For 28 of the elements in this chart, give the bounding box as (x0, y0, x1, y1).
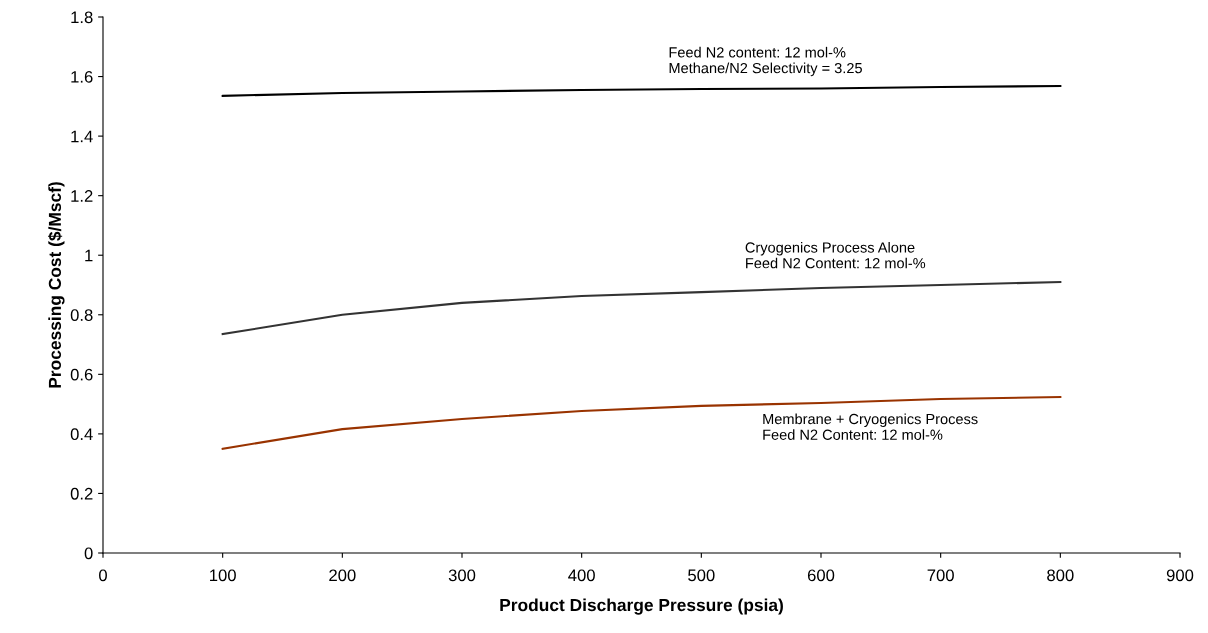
y-tick-label: 0 (84, 547, 93, 560)
y-tick-label: 1.2 (71, 190, 93, 202)
y-tick-label: 1.8 (71, 11, 93, 24)
x-tick-label: 100 (210, 569, 236, 582)
y-tick-label: 0.4 (70, 428, 93, 441)
x-tick-label: 300 (448, 569, 476, 582)
annotation: Feed N2 content: 12 mol-% Methane/N2 Selectivity = 3.25 (669, 46, 862, 77)
x-tick-label: 200 (329, 569, 356, 582)
x-axis-title: Product Discharge Pressure (psia) (500, 598, 783, 615)
x-tick-label: 400 (568, 569, 595, 582)
x-tick-label: 500 (688, 569, 715, 582)
line-series (221, 280, 1062, 336)
y-tick-label: 1.6 (71, 70, 93, 83)
y-axis-title: Processing Cost ($/Mscf) (47, 182, 65, 388)
line-series (221, 395, 1062, 450)
y-tick-label: 0.8 (70, 309, 93, 321)
x-tick-label: 900 (1166, 569, 1194, 582)
x-tick-label: 800 (1047, 569, 1074, 582)
y-tick-label: 0.2 (70, 487, 93, 500)
annotation: Cryogenics Process Alone Feed N2 Content: 12 mol-% (745, 241, 926, 269)
line-series (221, 85, 1062, 97)
y-tick-label: 1 (85, 249, 93, 262)
x-tick-label: 0 (99, 569, 107, 582)
y-tick-label: 1.4 (71, 130, 93, 143)
x-tick-label: 700 (927, 569, 954, 582)
annotation: Membrane + Cryogenics Process Feed N2 Content: 12 mol-% (763, 413, 978, 440)
y-tick-label: 0.6 (70, 368, 93, 381)
x-tick-label: 600 (807, 569, 835, 582)
